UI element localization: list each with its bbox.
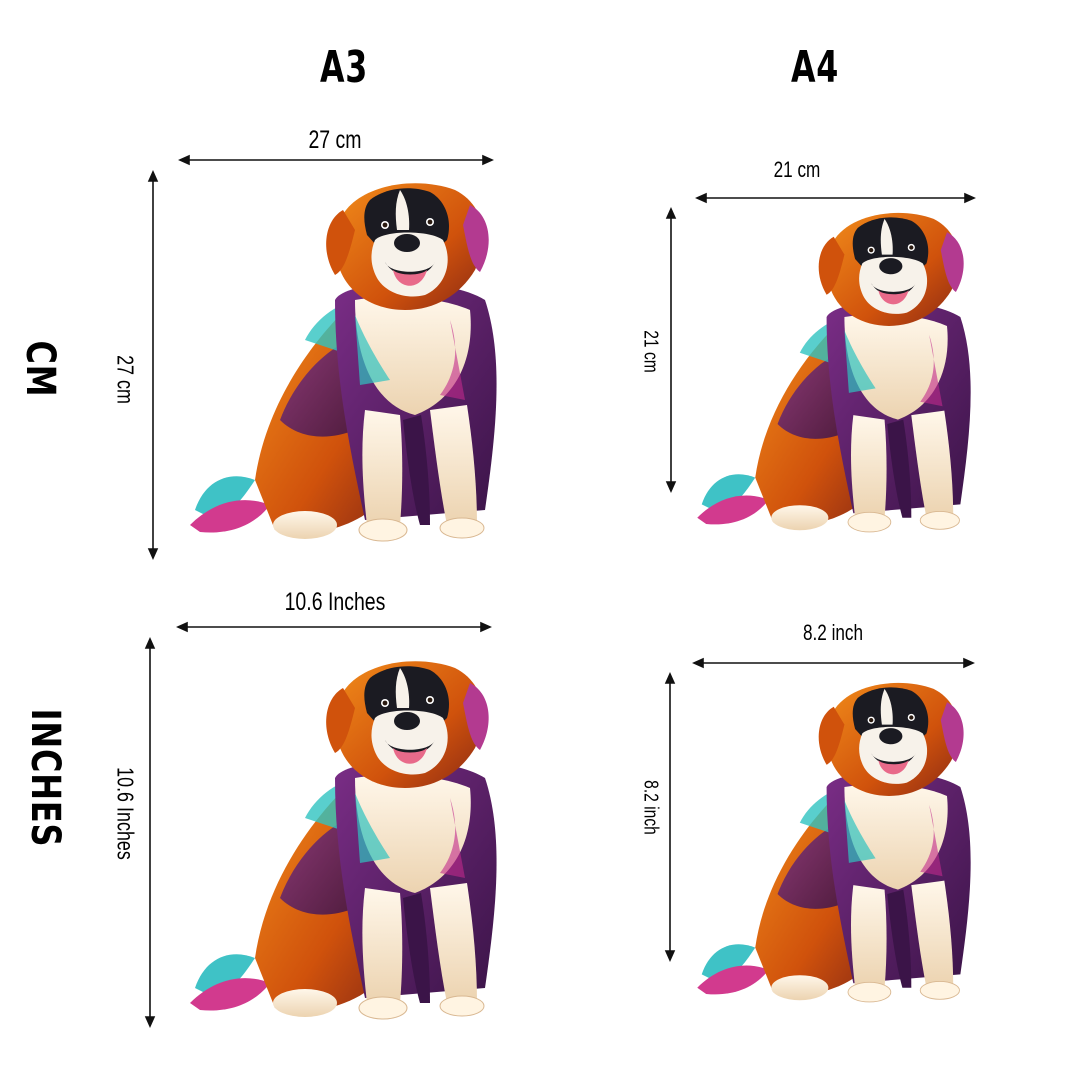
dog-illustration-a3-cm [189, 182, 498, 542]
column-heading-a4: A4 [790, 42, 839, 93]
a4-inches-width-label: 8.2 inch [802, 620, 864, 645]
a3-cm-width-label: 27 cm [308, 126, 362, 154]
a3-inches-width-label: 10.6 Inches [284, 588, 386, 616]
column-heading-a3: A3 [319, 42, 368, 93]
a3-cm-height-label: 27 cm [112, 355, 139, 404]
a4-cm-width-label: 21 cm [773, 157, 821, 182]
a4-cm-height-label: 21 cm [639, 330, 662, 373]
dog-illustration-a3-inches [189, 660, 498, 1020]
dog-illustration-a4-inches [696, 682, 972, 1003]
a3-inches-height-label: 10.6 Inches [112, 767, 139, 860]
a4-inches-height-label: 8.2 inch [639, 780, 662, 835]
dog-illustration-a4-cm [696, 212, 972, 533]
row-label-inches: INCHES [22, 708, 68, 848]
row-label-cm: CM [17, 340, 63, 398]
